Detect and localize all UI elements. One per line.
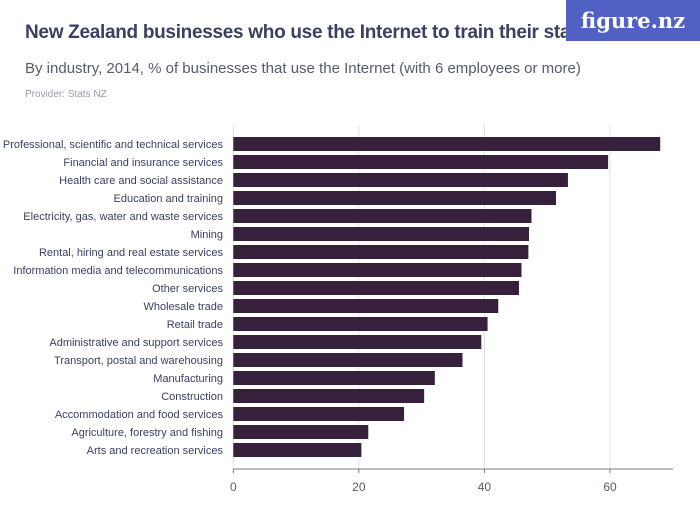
bar-16	[233, 407, 405, 421]
category-label: Wholesale trade	[144, 301, 224, 313]
x-tick-label: 60	[603, 480, 617, 494]
category-label: Arts and recreation services	[87, 445, 224, 457]
bar-5	[233, 209, 532, 223]
bar-10	[233, 299, 499, 313]
bar-15	[233, 389, 425, 403]
x-tick-label: 0	[230, 480, 237, 494]
category-label: Manufacturing	[153, 373, 223, 385]
bar-7	[233, 245, 529, 259]
category-label: Agriculture, forestry and fishing	[71, 427, 223, 439]
bar-18	[233, 443, 362, 457]
x-tick-label: 40	[478, 480, 492, 494]
category-label: Professional, scientific and technical s…	[3, 139, 224, 151]
category-label: Electricity, gas, water and waste servic…	[23, 211, 223, 223]
bar-11	[233, 317, 488, 331]
bar-17	[233, 425, 369, 439]
category-label: Retail trade	[167, 319, 223, 331]
category-label: Mining	[191, 229, 223, 241]
chart-subtitle: By industry, 2014, % of businesses that …	[25, 60, 581, 77]
bar-14	[233, 371, 435, 385]
bar-3	[233, 173, 568, 187]
category-label: Rental, hiring and real estate services	[39, 247, 224, 259]
bar-4	[233, 191, 557, 205]
bar-2	[233, 155, 609, 169]
category-label: Accommodation and food services	[55, 409, 224, 421]
provider-label: Provider: Stats NZ	[25, 89, 107, 100]
chart-title: New Zealand businesses who use the Inter…	[25, 22, 583, 43]
category-label: Health care and social assistance	[59, 175, 223, 187]
bar-6	[233, 227, 530, 241]
category-label: Other services	[152, 283, 223, 295]
bar-8	[233, 263, 522, 277]
category-label: Administrative and support services	[49, 337, 223, 349]
bar-12	[233, 335, 482, 349]
bar-13	[233, 353, 463, 367]
category-label: Information media and telecommunications	[13, 265, 223, 277]
figure-nz-logo[interactable]: figure.nz	[566, 0, 700, 41]
category-label: Financial and insurance services	[63, 157, 223, 169]
x-tick-label: 20	[352, 480, 366, 494]
bar-1	[233, 137, 661, 151]
bar-9	[233, 281, 519, 295]
category-label: Construction	[161, 391, 223, 403]
category-label: Education and training	[114, 193, 223, 205]
category-label: Transport, postal and warehousing	[54, 355, 223, 367]
